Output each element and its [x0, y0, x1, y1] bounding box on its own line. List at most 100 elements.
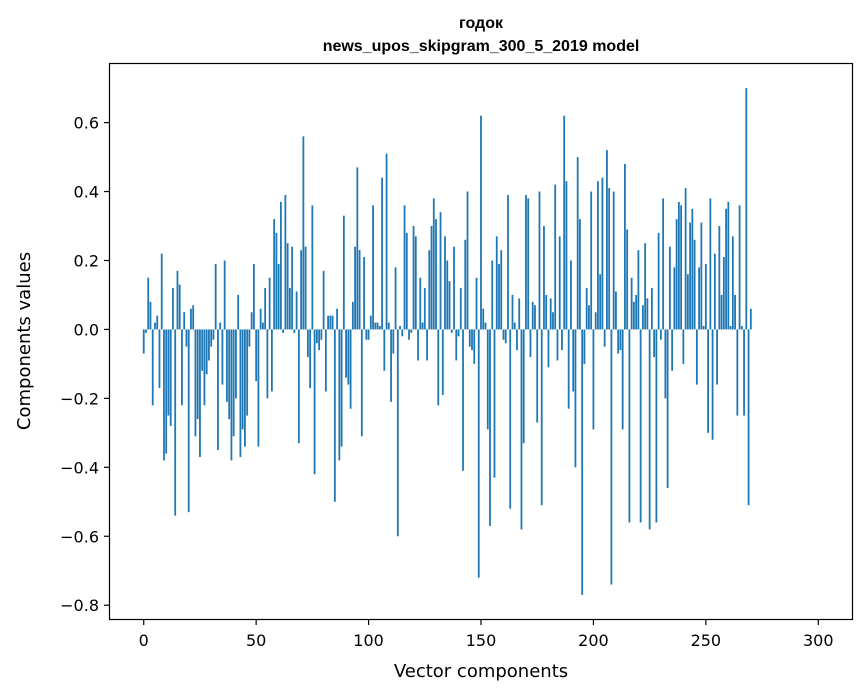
bar-128 [430, 226, 433, 330]
bar-226 [650, 288, 653, 330]
bar-100 [367, 329, 370, 340]
bar-55 [266, 329, 269, 399]
bar-66 [291, 246, 294, 330]
bar-163 [509, 329, 512, 509]
chart-title-line-1: годок [459, 15, 504, 32]
bar-232 [664, 329, 667, 399]
bar-233 [666, 329, 669, 488]
bar-148 [475, 277, 478, 330]
bar-142 [462, 329, 464, 471]
bar-87 [338, 329, 341, 461]
bar-146 [471, 329, 473, 351]
bar-265 [738, 205, 741, 330]
bar-259 [725, 208, 727, 330]
bar-227 [653, 329, 656, 358]
bar-214 [624, 163, 626, 330]
bar-39 [230, 329, 233, 461]
bar-183 [554, 184, 557, 330]
bar-2 [147, 277, 150, 330]
bar-269 [747, 329, 750, 506]
bar-250 [704, 263, 707, 330]
bar-209 [612, 191, 615, 330]
bar-218 [633, 301, 635, 330]
bar-194 [579, 219, 581, 330]
bar-167 [518, 298, 521, 330]
bar-202 [597, 181, 599, 330]
bar-86 [336, 308, 338, 330]
bar-179 [545, 294, 548, 330]
bar-198 [588, 305, 590, 330]
bar-241 [684, 188, 687, 330]
bar-1 [145, 329, 147, 333]
bar-244 [691, 208, 694, 330]
bar-255 [716, 329, 718, 385]
bar-71 [302, 136, 305, 330]
bar-154 [489, 329, 491, 526]
bar-89 [342, 215, 345, 330]
bar-31 [212, 329, 215, 340]
bar-165 [513, 322, 516, 330]
bar-221 [639, 329, 642, 523]
bar-12 [169, 329, 172, 426]
y-tick-label: 0.4 [74, 183, 99, 202]
bar-67 [293, 329, 296, 333]
bar-237 [675, 219, 678, 330]
bar-52 [259, 308, 262, 330]
bar-251 [707, 329, 709, 433]
bar-195 [581, 329, 584, 595]
bar-203 [599, 274, 602, 330]
bar-24 [196, 329, 199, 420]
bar-41 [235, 329, 237, 399]
bar-246 [695, 329, 698, 385]
bar-186 [561, 329, 563, 351]
bar-252 [709, 198, 712, 330]
bar-111 [392, 329, 395, 354]
bar-62 [282, 329, 285, 333]
bar-57 [270, 329, 273, 392]
bar-215 [626, 229, 629, 330]
bar-56 [268, 277, 271, 330]
bar-77 [315, 329, 318, 344]
bar-243 [689, 222, 692, 330]
bar-224 [646, 298, 649, 330]
bar-83 [329, 315, 332, 330]
bar-46 [246, 329, 249, 416]
bar-103 [374, 322, 377, 330]
y-tick-label: 0.2 [74, 251, 99, 270]
bar-99 [365, 329, 368, 340]
bar-133 [441, 329, 444, 395]
bar-0 [142, 329, 145, 354]
bar-166 [516, 329, 518, 351]
bar-102 [372, 205, 374, 330]
bar-231 [662, 198, 665, 330]
bar-152 [484, 322, 487, 330]
y-tick-label: 0.0 [74, 320, 99, 339]
bar-129 [432, 198, 435, 330]
bar-49 [253, 263, 255, 330]
x-tick-label: 50 [246, 631, 266, 650]
bar-264 [736, 329, 739, 416]
y-axis-label: Components values [14, 252, 35, 430]
bar-37 [226, 329, 228, 402]
bar-228 [655, 329, 658, 523]
bar-70 [300, 250, 303, 330]
bar-257 [720, 294, 723, 330]
bar-150 [480, 115, 482, 330]
bar-63 [284, 194, 287, 330]
bar-253 [711, 329, 714, 440]
bar-121 [414, 236, 417, 330]
bar-137 [450, 329, 453, 333]
bar-153 [486, 329, 489, 430]
bar-229 [657, 232, 660, 330]
bar-35 [221, 329, 224, 385]
bar-208 [610, 329, 613, 585]
bar-115 [401, 329, 404, 337]
bar-104 [376, 322, 379, 330]
bar-78 [318, 329, 321, 351]
bar-217 [630, 277, 633, 330]
bar-168 [520, 329, 523, 530]
bar-155 [491, 260, 494, 330]
bar-38 [228, 329, 231, 420]
bar-216 [628, 329, 631, 523]
